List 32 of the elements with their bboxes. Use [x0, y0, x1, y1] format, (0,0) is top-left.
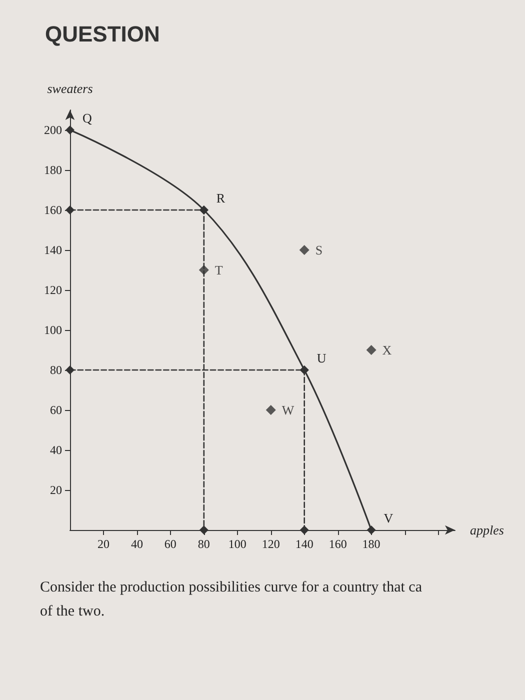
- data-label: X: [382, 342, 392, 358]
- y-tick-label: 180: [44, 163, 62, 177]
- y-tick-label: 80: [50, 363, 62, 377]
- y-tick-label: 140: [44, 243, 62, 257]
- y-tick-label: 120: [44, 283, 62, 297]
- chart-title: QUESTION: [45, 22, 160, 46]
- data-label: U: [316, 350, 327, 366]
- data-label: W: [282, 402, 295, 418]
- text: of the two.: [40, 604, 105, 620]
- x-tick-label: 80: [198, 537, 210, 551]
- y-axis-title: sweaters: [47, 81, 93, 96]
- data-label: T: [214, 262, 223, 278]
- text: Consider the production possibilities curve for a country that ca: [40, 580, 422, 596]
- data-label: Q: [82, 110, 92, 126]
- data-label: R: [216, 190, 226, 206]
- x-tick-label: 160: [328, 537, 347, 551]
- x-tick-label: 60: [164, 537, 176, 551]
- x-tick-label: 20: [97, 537, 110, 551]
- y-tick-label: 20: [50, 483, 62, 497]
- y-tick-label: 60: [50, 403, 62, 417]
- y-tick-label: 100: [44, 323, 62, 337]
- data-label: S: [315, 242, 323, 258]
- y-tick-label: 200: [44, 123, 62, 137]
- x-axis-title: apples: [470, 522, 504, 538]
- data-label: V: [384, 510, 394, 526]
- x-tick-label: 120: [262, 537, 280, 551]
- x-tick-label: 100: [228, 537, 246, 551]
- x-tick-label: 180: [362, 537, 380, 551]
- y-tick-label: 40: [50, 443, 62, 457]
- y-tick-label: 160: [44, 203, 62, 217]
- x-tick-label: 40: [130, 537, 143, 551]
- x-tick-label: 140: [295, 537, 314, 551]
